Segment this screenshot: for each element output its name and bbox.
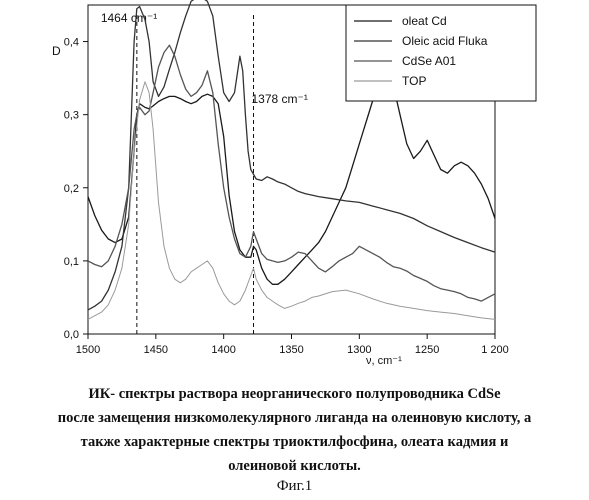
- x-axis-label: ν, cm⁻¹: [366, 355, 402, 367]
- legend-label-3: TOP: [402, 74, 426, 88]
- caption-line-1: ИК- спектры раствора неорганического пол…: [0, 382, 589, 406]
- x-tick-label: 1 200: [481, 344, 509, 356]
- y-tick-label: 0,4: [64, 37, 79, 49]
- series-line-3: [88, 82, 495, 320]
- x-tick-label: 1450: [144, 344, 168, 356]
- x-tick-label: 1400: [211, 344, 235, 356]
- y-tick-label: 0,3: [64, 110, 79, 122]
- caption-line-3: также характерные спектры триоктилфосфин…: [0, 430, 589, 454]
- annotation-1464: 1464 cm⁻¹: [101, 11, 157, 25]
- legend-label-0: oleat Cd: [402, 14, 447, 28]
- y-tick-label: 0,0: [64, 329, 79, 341]
- caption-line-4: олеиновой кислоты.: [0, 454, 589, 478]
- x-tick-label: 1250: [415, 344, 439, 356]
- figure-number: Фиг.1: [0, 478, 589, 495]
- x-tick-label: 1350: [279, 344, 303, 356]
- caption-line-2: после замещения низкомолекулярного лиган…: [0, 406, 589, 430]
- legend-label-2: CdSe A01: [402, 54, 456, 68]
- y-tick-label: 0,2: [64, 183, 79, 195]
- annotation-1378: 1378 cm⁻¹: [252, 92, 308, 106]
- x-tick-label: 1500: [76, 344, 100, 356]
- y-axis-label: D: [52, 44, 61, 58]
- legend-label-1: Oleic acid Fluka: [402, 34, 488, 48]
- y-tick-label: 0,1: [64, 256, 79, 268]
- legend: oleat Cd Oleic acid Fluka CdSe A01 TOP: [346, 5, 536, 101]
